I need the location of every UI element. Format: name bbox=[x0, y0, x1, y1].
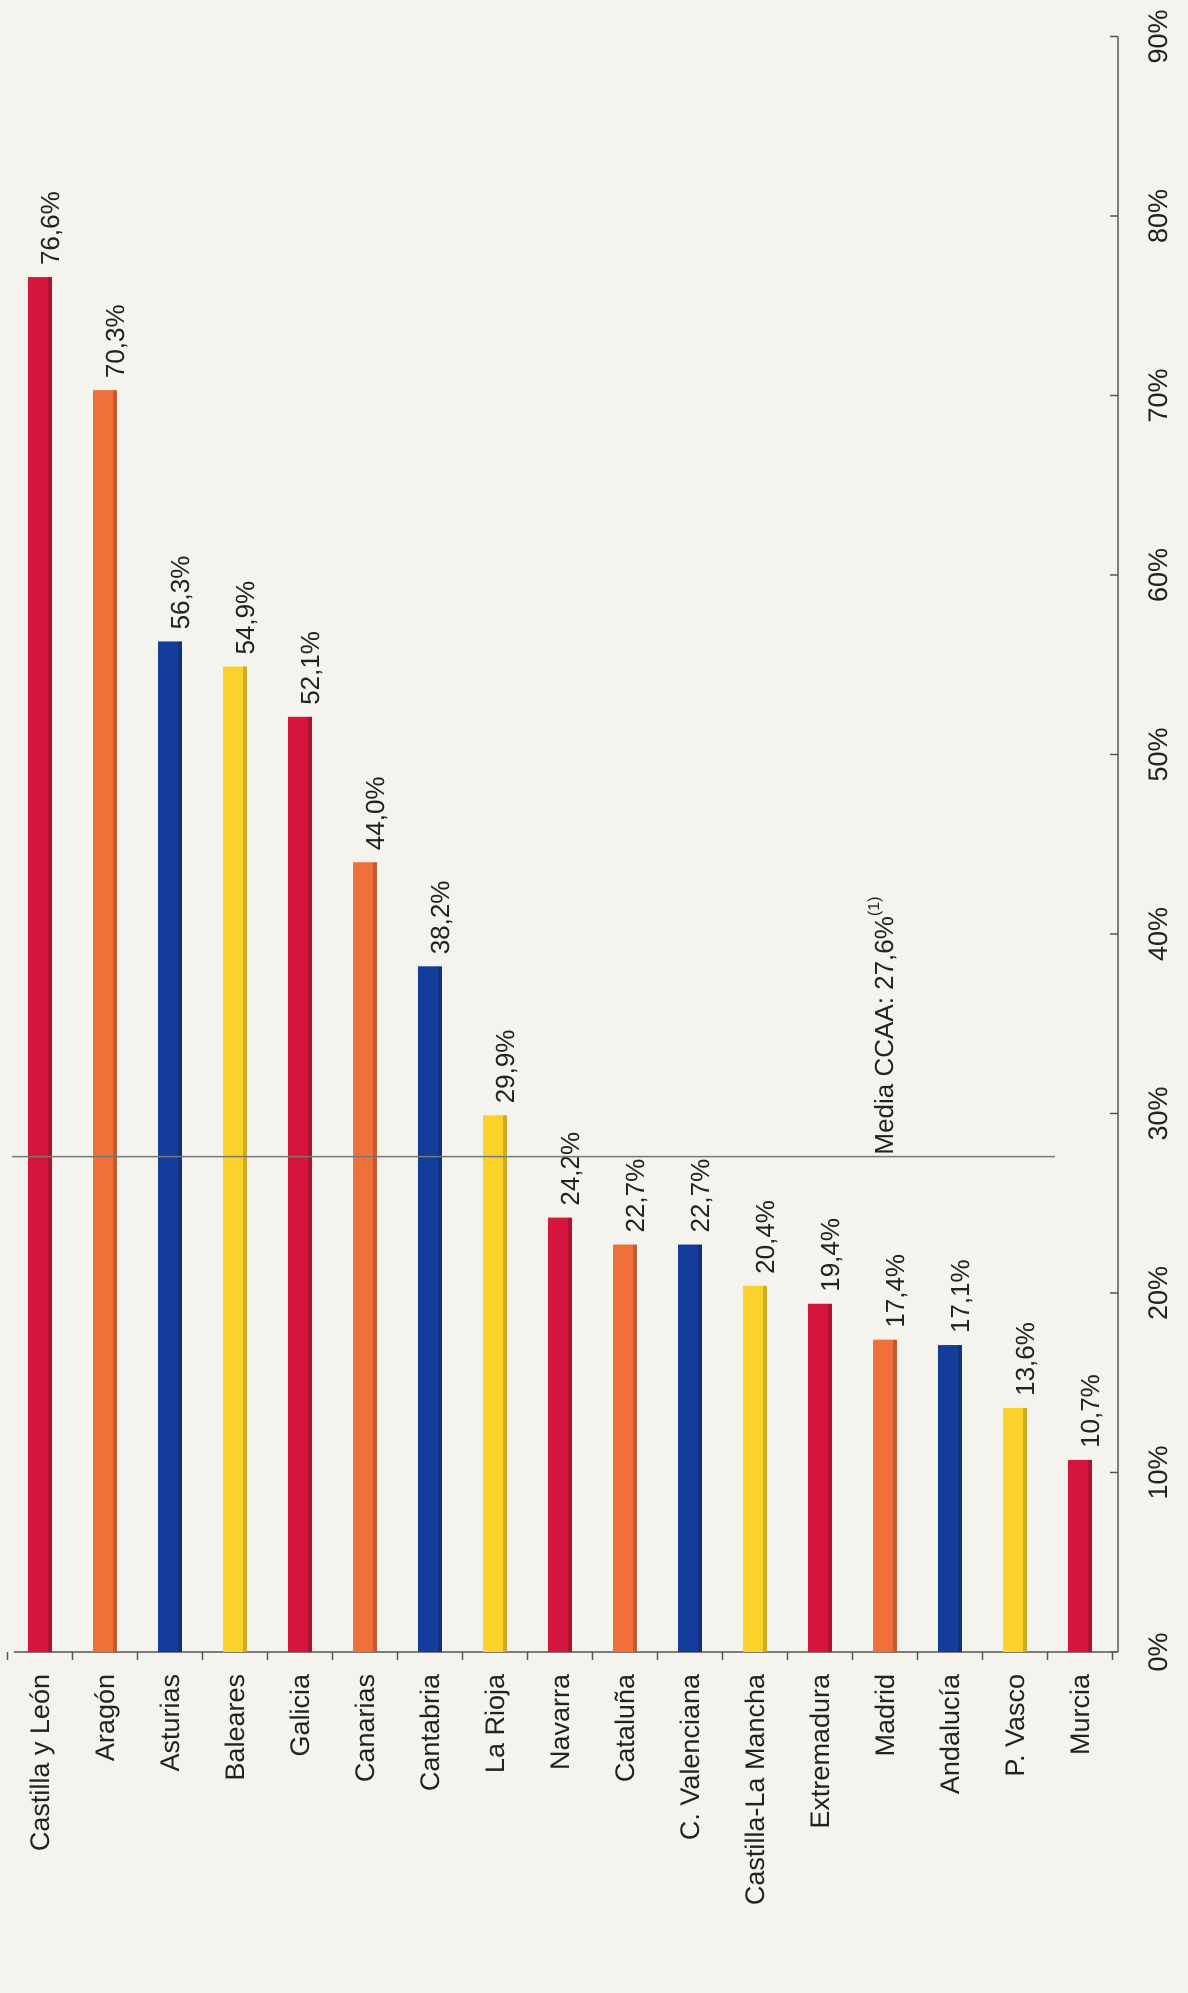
bar-shade bbox=[178, 641, 182, 1652]
bar-value-label: 19,4% bbox=[815, 1218, 845, 1292]
category-label: Canarias bbox=[350, 1674, 380, 1782]
bar-shade bbox=[828, 1303, 832, 1652]
category-label: Madrid bbox=[870, 1674, 900, 1757]
bar-shade bbox=[373, 862, 377, 1652]
bar-shade bbox=[503, 1115, 507, 1652]
value-axis-tick-label: 70% bbox=[1143, 368, 1173, 422]
bar bbox=[483, 1115, 507, 1652]
bar-shade bbox=[1088, 1459, 1092, 1652]
bar bbox=[743, 1285, 767, 1652]
bar-value-label: 56,3% bbox=[165, 556, 195, 630]
bar-value-label: 54,9% bbox=[230, 581, 260, 655]
bar bbox=[938, 1345, 962, 1652]
bar bbox=[613, 1244, 637, 1652]
bar-value-label: 76,6% bbox=[35, 191, 65, 265]
value-axis-tick-label: 20% bbox=[1143, 1266, 1173, 1320]
axis-layer: 0% 10% 20% 30% 40% 50% 60% 70% 80% 90% bbox=[6, 9, 1173, 1672]
bar-value-label: 29,9% bbox=[490, 1030, 520, 1104]
category-label: Aragón bbox=[90, 1674, 120, 1761]
bar-value-label: 13,6% bbox=[1010, 1322, 1040, 1396]
bar-value-label: 22,7% bbox=[620, 1159, 650, 1233]
bar-value-label: 17,1% bbox=[945, 1259, 975, 1333]
bar-shade bbox=[438, 966, 442, 1652]
bar-shade bbox=[113, 390, 117, 1652]
bar bbox=[158, 641, 182, 1652]
category-label: La Rioja bbox=[480, 1673, 510, 1773]
bar bbox=[548, 1217, 572, 1652]
bar-shade bbox=[893, 1339, 897, 1652]
value-axis-tick-label: 0% bbox=[1143, 1632, 1173, 1671]
bar-shade bbox=[308, 716, 312, 1652]
bar-shade bbox=[633, 1244, 637, 1652]
label-layer: 76,6% Castilla y León 70,3% Aragón 56,3% Astu… bbox=[25, 191, 1105, 1905]
reference-layer: Media CCAA: 27,6%(1) bbox=[12, 897, 1055, 1158]
bar-value-label: 10,7% bbox=[1075, 1374, 1105, 1448]
bar bbox=[1003, 1407, 1027, 1652]
bar bbox=[873, 1339, 897, 1652]
bar-value-label: 22,7% bbox=[685, 1159, 715, 1233]
average-reference-label: Media CCAA: 27,6%(1) bbox=[866, 897, 900, 1155]
bar bbox=[28, 277, 52, 1652]
bar-shade bbox=[568, 1217, 572, 1652]
value-axis-tick-label: 80% bbox=[1143, 189, 1173, 243]
bar-shade bbox=[243, 666, 247, 1652]
category-label: P. Vasco bbox=[1000, 1674, 1030, 1777]
category-label: Murcia bbox=[1065, 1673, 1095, 1755]
category-label: Cantabria bbox=[415, 1673, 445, 1791]
bar-value-label: 38,2% bbox=[425, 881, 455, 955]
bar bbox=[288, 716, 312, 1652]
bar-shade bbox=[763, 1285, 767, 1652]
bar bbox=[353, 862, 377, 1652]
bar-value-label: 17,4% bbox=[880, 1254, 910, 1328]
bar-value-label: 24,2% bbox=[555, 1132, 585, 1206]
bar-shade bbox=[958, 1345, 962, 1652]
category-label: Baleares bbox=[220, 1674, 250, 1781]
value-axis-tick-label: 60% bbox=[1143, 548, 1173, 602]
value-axis-tick-label: 90% bbox=[1143, 9, 1173, 63]
category-label: Castilla y León bbox=[25, 1674, 55, 1851]
bar-shade bbox=[48, 277, 52, 1652]
bar bbox=[418, 966, 442, 1652]
bar-value-label: 52,1% bbox=[295, 631, 325, 705]
bar bbox=[93, 390, 117, 1652]
bar bbox=[223, 666, 247, 1652]
category-label: Galicia bbox=[285, 1673, 315, 1757]
bar-layer bbox=[28, 277, 1092, 1652]
value-axis-tick-label: 40% bbox=[1143, 907, 1173, 961]
average-reference-superscript: (1) bbox=[866, 897, 883, 917]
category-label: Castilla-La Mancha bbox=[740, 1673, 770, 1905]
bar-shade bbox=[1023, 1407, 1027, 1652]
bar-value-label: 20,4% bbox=[750, 1200, 780, 1274]
average-reference-label-text: Media CCAA: 27,6% bbox=[869, 916, 899, 1154]
category-label: Extremadura bbox=[805, 1673, 835, 1829]
category-label: Navarra bbox=[545, 1673, 575, 1770]
category-label: Cataluña bbox=[610, 1673, 640, 1782]
bar-value-label: 44,0% bbox=[360, 776, 390, 850]
value-axis-tick-label: 50% bbox=[1143, 727, 1173, 781]
value-axis-tick-label: 30% bbox=[1143, 1086, 1173, 1140]
bar-shade bbox=[698, 1244, 702, 1652]
bar bbox=[678, 1244, 702, 1652]
bar-value-label: 70,3% bbox=[100, 304, 130, 378]
category-label: C. Valenciana bbox=[675, 1673, 705, 1840]
bar bbox=[1068, 1459, 1092, 1652]
category-label: Asturias bbox=[155, 1674, 185, 1772]
category-label: Andalucía bbox=[935, 1673, 965, 1794]
value-axis-tick-label: 10% bbox=[1143, 1445, 1173, 1499]
bar bbox=[808, 1303, 832, 1652]
